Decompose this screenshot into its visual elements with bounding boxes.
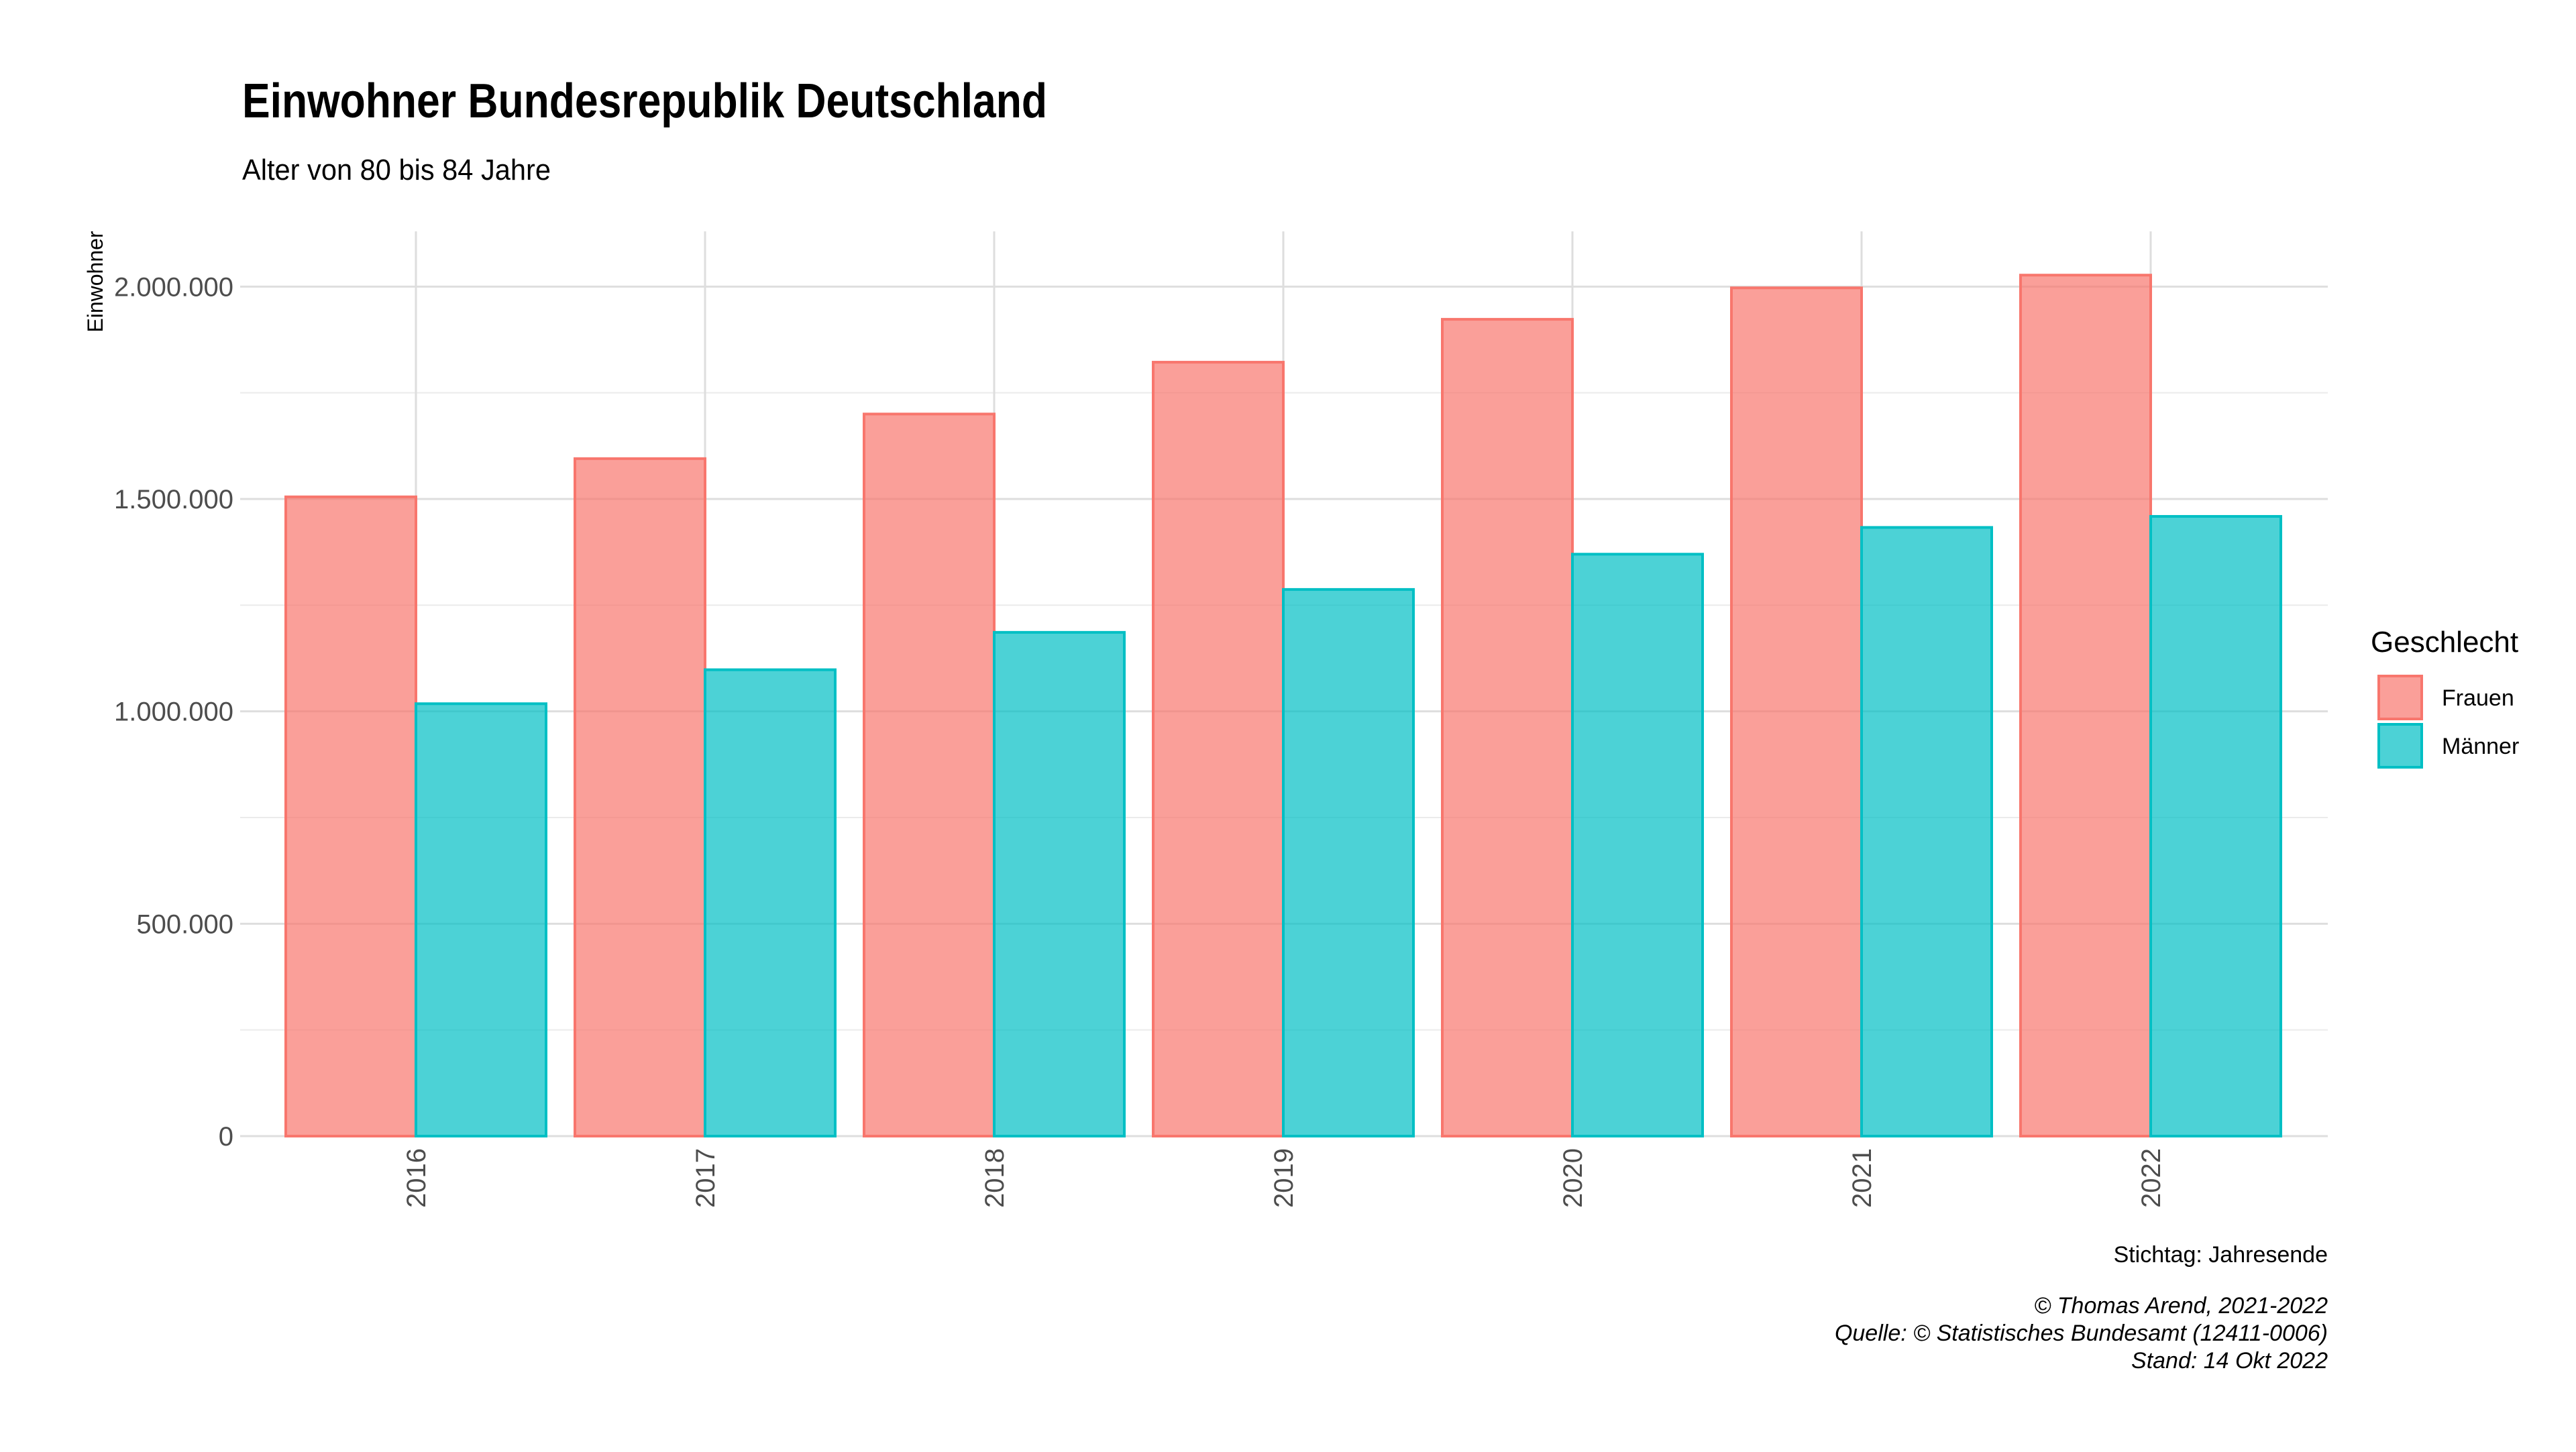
y-tick-label: 1.500.000: [114, 485, 233, 514]
bar-frauen-2019: [1152, 361, 1285, 1137]
legend-label-frauen: Frauen: [2442, 685, 2514, 711]
bar-frauen-2022: [2019, 274, 2152, 1138]
x-tick-label: 2018: [980, 1148, 1010, 1208]
bar-maenner-2016: [415, 702, 547, 1138]
x-axis-note: Stichtag: Jahresende: [2114, 1242, 2328, 1268]
bar-frauen-2021: [1730, 286, 1863, 1138]
x-tick-labels: 2016 2017 2018 2019 2020 2021 2022: [402, 1148, 2166, 1208]
caption-date: Stand: 14 Okt 2022: [2131, 1348, 2328, 1374]
x-tick-label: 2022: [2137, 1148, 2166, 1208]
bar-maenner-2022: [2149, 514, 2282, 1137]
bar-maenner-2017: [704, 668, 837, 1137]
x-tick-label: 2017: [691, 1148, 720, 1208]
y-axis-label: Einwohner: [83, 231, 107, 333]
bars-layer: [284, 274, 2282, 1138]
x-tick-label: 2020: [1558, 1148, 1588, 1208]
chart-title: Einwohner Bundesrepublik Deutschland: [242, 74, 1047, 128]
y-tick-label: 500.000: [136, 909, 233, 939]
legend-label-maenner: Männer: [2442, 734, 2519, 759]
legend-swatch-maenner: [2377, 723, 2423, 769]
caption: © Thomas Arend, 2021-2022 Quelle: © Stat…: [1835, 1293, 2328, 1374]
bar-maenner-2019: [1282, 588, 1415, 1137]
caption-source: Quelle: © Statistisches Bundesamt (12411…: [1835, 1321, 2328, 1346]
y-tick-label: 2.000.000: [114, 272, 233, 302]
bar-frauen-2017: [574, 457, 706, 1137]
bar-frauen-2020: [1441, 318, 1574, 1138]
y-tick-label: 1.000.000: [114, 697, 233, 727]
legend-title: Geschlecht: [2371, 626, 2518, 659]
legend-swatch-frauen: [2377, 675, 2423, 720]
bar-maenner-2020: [1571, 553, 1704, 1137]
bar-frauen-2018: [863, 412, 996, 1137]
legend: Geschlecht Frauen Männer: [2371, 626, 2519, 769]
bar-maenner-2021: [1860, 526, 1993, 1137]
chart-subtitle: Alter von 80 bis 84 Jahre: [242, 154, 551, 186]
x-tick-label: 2019: [1269, 1148, 1299, 1208]
caption-copyright: © Thomas Arend, 2021-2022: [2034, 1293, 2328, 1319]
y-tick-labels: 0 500.000 1.000.000 1.500.000 2.000.000: [114, 272, 233, 1152]
bar-frauen-2016: [284, 495, 417, 1137]
x-tick-label: 2021: [1847, 1148, 1877, 1208]
y-tick-label: 0: [219, 1122, 233, 1152]
bar-maenner-2018: [993, 630, 1126, 1137]
x-tick-label: 2016: [402, 1148, 431, 1208]
